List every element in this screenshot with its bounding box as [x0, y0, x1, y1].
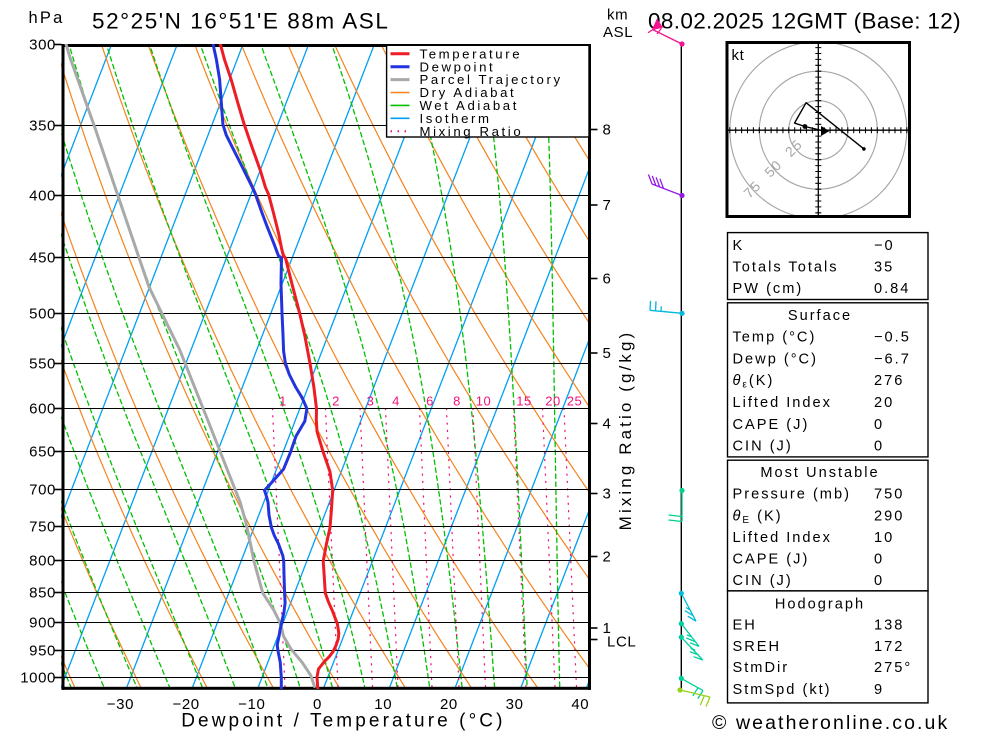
- svg-text:Dewpoint / Temperature (°C): Dewpoint / Temperature (°C): [181, 711, 505, 732]
- svg-text:750: 750: [29, 519, 56, 536]
- svg-text:Hodograph: Hodograph: [775, 596, 865, 612]
- svg-text:950: 950: [29, 643, 56, 660]
- svg-text:SREH: SREH: [733, 639, 782, 655]
- svg-text:0: 0: [313, 696, 322, 713]
- svg-text:Lifted Index: Lifted Index: [733, 530, 832, 546]
- svg-text:6: 6: [426, 394, 434, 409]
- svg-text:Most Unstable: Most Unstable: [760, 465, 879, 481]
- svg-text:Dewpoint: Dewpoint: [420, 59, 496, 74]
- svg-text:350: 350: [29, 118, 56, 135]
- svg-text:276: 276: [874, 373, 904, 389]
- svg-text:Pressure (mb): Pressure (mb): [733, 487, 851, 503]
- svg-text:0: 0: [874, 439, 884, 455]
- svg-text:10: 10: [374, 696, 392, 713]
- svg-text:10: 10: [476, 394, 491, 409]
- svg-text:550: 550: [29, 356, 56, 373]
- svg-text:−30: −30: [107, 696, 134, 713]
- svg-text:0: 0: [874, 551, 884, 567]
- svg-text:CIN (J): CIN (J): [733, 439, 793, 455]
- svg-text:Dry Adiabat: Dry Adiabat: [420, 85, 517, 100]
- svg-text:4: 4: [392, 394, 400, 409]
- svg-text:km: km: [607, 7, 628, 24]
- svg-text:290: 290: [874, 508, 904, 524]
- svg-text:−0.5: −0.5: [874, 330, 911, 346]
- svg-text:Temperature: Temperature: [420, 46, 523, 61]
- svg-text:Wet Adiabat: Wet Adiabat: [420, 98, 519, 113]
- svg-text:08.02.2025 12GMT (Base: 12): 08.02.2025 12GMT (Base: 12): [648, 9, 961, 34]
- svg-text:850: 850: [29, 585, 56, 602]
- svg-text:172: 172: [874, 639, 904, 655]
- svg-text:Parcel Trajectory: Parcel Trajectory: [420, 72, 563, 87]
- svg-text:750: 750: [874, 487, 904, 503]
- svg-text:52°25'N 16°51'E 88m ASL: 52°25'N 16°51'E 88m ASL: [92, 9, 389, 34]
- svg-text:Mixing Ratio: Mixing Ratio: [420, 124, 524, 139]
- svg-text:700: 700: [29, 482, 56, 499]
- svg-text:3: 3: [603, 486, 612, 503]
- svg-text:−0: −0: [874, 238, 895, 254]
- svg-text:7: 7: [603, 197, 612, 214]
- svg-text:Isotherm: Isotherm: [420, 111, 492, 126]
- svg-text:400: 400: [29, 188, 56, 205]
- svg-text:StmSpd (kt): StmSpd (kt): [733, 682, 832, 698]
- svg-text:−20: −20: [172, 696, 199, 713]
- svg-text:20: 20: [874, 395, 894, 411]
- svg-text:hPa: hPa: [29, 9, 65, 27]
- svg-text:−6.7: −6.7: [874, 351, 911, 367]
- svg-text:CAPE (J): CAPE (J): [733, 417, 810, 433]
- svg-text:8: 8: [453, 394, 461, 409]
- svg-text:25: 25: [567, 394, 582, 409]
- svg-text:0.84: 0.84: [874, 281, 910, 297]
- svg-text:40: 40: [571, 696, 589, 713]
- svg-text:2: 2: [332, 394, 340, 409]
- svg-text:450: 450: [29, 250, 56, 267]
- svg-text:138: 138: [874, 618, 904, 634]
- svg-text:15: 15: [516, 394, 531, 409]
- svg-text:30: 30: [506, 696, 524, 713]
- svg-text:4: 4: [603, 416, 612, 433]
- svg-text:LCL: LCL: [607, 634, 636, 651]
- svg-text:© weatheronline.co.uk: © weatheronline.co.uk: [712, 712, 949, 733]
- svg-text:0: 0: [874, 573, 884, 589]
- svg-text:ASL: ASL: [603, 24, 633, 41]
- svg-text:500: 500: [29, 306, 56, 323]
- svg-text:EH: EH: [733, 618, 757, 634]
- svg-text:3: 3: [367, 394, 375, 409]
- svg-text:2: 2: [603, 549, 612, 566]
- svg-text:8: 8: [603, 122, 612, 139]
- svg-text:θE (K): θE (K): [733, 508, 783, 526]
- svg-text:Totals Totals: Totals Totals: [733, 260, 839, 276]
- svg-text:1000: 1000: [20, 670, 56, 687]
- svg-text:0: 0: [874, 417, 884, 433]
- svg-text:Lifted Index: Lifted Index: [733, 395, 832, 411]
- svg-text:Dewp (°C): Dewp (°C): [733, 351, 818, 367]
- svg-text:300: 300: [29, 37, 56, 54]
- svg-text:9: 9: [874, 682, 884, 698]
- svg-text:800: 800: [29, 553, 56, 570]
- svg-text:1: 1: [603, 620, 612, 637]
- svg-text:6: 6: [603, 271, 612, 288]
- svg-text:275°: 275°: [874, 660, 912, 676]
- svg-text:20: 20: [440, 696, 458, 713]
- svg-text:650: 650: [29, 444, 56, 461]
- svg-text:900: 900: [29, 615, 56, 632]
- svg-text:−10: −10: [238, 696, 265, 713]
- svg-text:kt: kt: [732, 47, 745, 64]
- svg-text:600: 600: [29, 401, 56, 418]
- svg-text:Temp (°C): Temp (°C): [733, 330, 817, 346]
- svg-text:K: K: [733, 238, 745, 254]
- svg-text:Surface: Surface: [788, 308, 852, 324]
- svg-text:CIN (J): CIN (J): [733, 573, 793, 589]
- svg-text:θε(K): θε(K): [733, 373, 775, 391]
- svg-text:35: 35: [874, 260, 894, 276]
- svg-text:StmDir: StmDir: [733, 660, 790, 676]
- svg-text:Mixing Ratio (g/kg): Mixing Ratio (g/kg): [616, 330, 635, 531]
- svg-text:PW (cm): PW (cm): [733, 281, 804, 297]
- svg-text:1: 1: [279, 394, 287, 409]
- svg-text:5: 5: [603, 345, 612, 362]
- svg-text:CAPE (J): CAPE (J): [733, 551, 810, 567]
- svg-text:10: 10: [874, 530, 894, 546]
- svg-text:20: 20: [545, 394, 560, 409]
